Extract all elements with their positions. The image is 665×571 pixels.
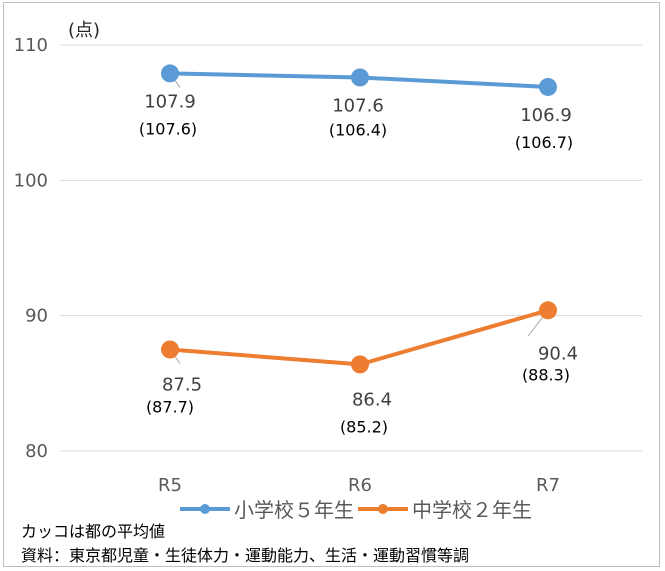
x-tick-labels: R5 R6 R7 (158, 475, 560, 496)
chart-frame (3, 2, 660, 567)
data-point (161, 340, 179, 359)
series-middle: 87.5 (87.7) 86.4 (85.2) 90.4(88.3) (146, 301, 578, 436)
note-average: カッコは都の平均値 (21, 522, 166, 541)
data-point (351, 68, 369, 87)
y-tick-label: 100 (14, 170, 48, 191)
legend-marker (200, 504, 210, 514)
data-point (161, 64, 179, 83)
y-tick-label: 110 (14, 35, 48, 56)
average-label: (106.7) (515, 133, 573, 152)
data-point (539, 77, 557, 96)
x-tick-label: R6 (348, 475, 372, 496)
x-tick-label: R7 (536, 475, 560, 496)
average-label: (88.3) (522, 365, 570, 384)
legend-item-middle: 中学校２年生 (358, 498, 532, 522)
legend-item-elementary: 小学校５年生 (180, 498, 354, 522)
y-tick-label: 90 (25, 306, 48, 327)
data-label: 90.4 (538, 343, 578, 364)
note-source: 資料：東京都児童・生徒体力・運動能力、生活・運動習慣等調 (21, 546, 470, 565)
data-point (539, 301, 557, 320)
data-point (351, 355, 369, 374)
y-unit-label: (点) (68, 20, 100, 41)
y-tick-labels: 80 90 100 110 (14, 35, 48, 462)
series-elementary: 107.9 (107.6) 107.6 (106.4) 106.9 (106.7) (139, 64, 573, 152)
legend-marker (378, 504, 388, 514)
data-label: 87.5 (162, 375, 202, 396)
y-tick-label: 80 (25, 441, 48, 462)
data-label: 107.9 (144, 91, 196, 112)
x-tick-label: R5 (158, 475, 182, 496)
legend-label: 中学校２年生 (412, 498, 532, 522)
legend: 小学校５年生 中学校２年生 (180, 498, 532, 522)
average-label: (85.2) (340, 417, 388, 436)
data-label: 106.9 (520, 105, 572, 126)
legend-label: 小学校５年生 (234, 498, 354, 522)
average-label: (87.7) (146, 398, 194, 417)
average-label: (107.6) (139, 119, 197, 138)
series-group: 107.9 (107.6) 107.6 (106.4) 106.9 (106.7) 87.5… (139, 64, 578, 436)
data-label: 86.4 (352, 389, 392, 410)
data-label: 107.6 (332, 95, 384, 116)
average-label: (106.4) (329, 120, 387, 139)
